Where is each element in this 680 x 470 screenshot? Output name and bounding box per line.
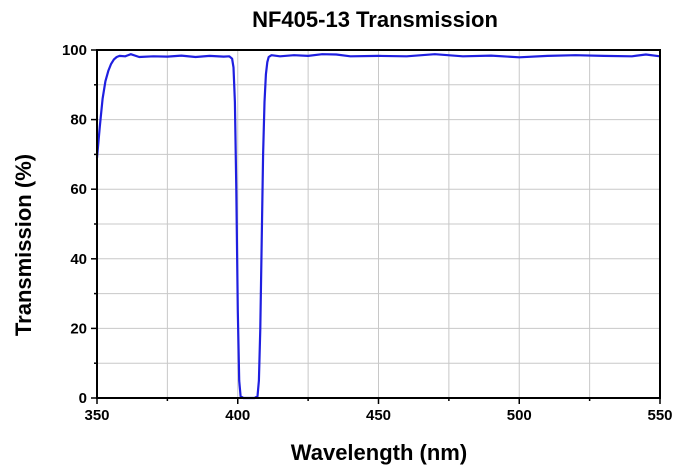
y-tick-label: 40 bbox=[70, 251, 87, 268]
x-tick-label: 450 bbox=[366, 407, 391, 424]
y-tick-label: 60 bbox=[70, 181, 87, 198]
x-tick-label: 550 bbox=[647, 407, 672, 424]
x-tick-label: 500 bbox=[507, 407, 532, 424]
y-tick-label: 0 bbox=[79, 390, 87, 407]
x-tick-label: 400 bbox=[225, 407, 250, 424]
y-tick-label: 80 bbox=[70, 112, 87, 129]
y-tick-label: 20 bbox=[70, 320, 87, 337]
y-axis-label: Transmission (%) bbox=[11, 154, 36, 336]
chart-title: NF405-13 Transmission bbox=[252, 7, 498, 32]
x-tick-label: 350 bbox=[84, 407, 109, 424]
y-tick-label: 100 bbox=[62, 42, 87, 59]
x-axis-label: Wavelength (nm) bbox=[291, 440, 467, 465]
axis-ticks: 350 400 450 500 550 0 20 40 60 80 100 bbox=[62, 42, 673, 424]
gridlines bbox=[97, 50, 660, 398]
